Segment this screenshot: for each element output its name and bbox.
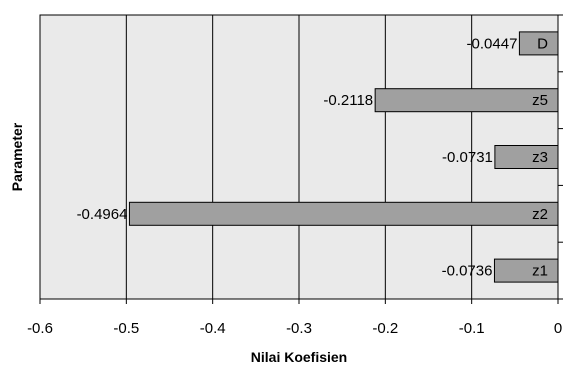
bar bbox=[493, 258, 559, 283]
data-label: -0.2118 bbox=[323, 92, 373, 109]
category-label: z1 bbox=[532, 263, 548, 280]
category-label: z2 bbox=[532, 206, 548, 223]
x-tick-label: -0.1 bbox=[459, 320, 485, 337]
data-label: -0.0731 bbox=[442, 149, 493, 166]
bar bbox=[374, 88, 559, 113]
x-tick-label: -0.4 bbox=[200, 320, 226, 337]
x-axis-title: Nilai Koefisien bbox=[251, 349, 347, 365]
bar bbox=[494, 145, 559, 169]
x-tick-label: -0.2 bbox=[372, 320, 398, 337]
data-label: -0.0736 bbox=[442, 263, 493, 280]
bar bbox=[518, 31, 559, 56]
gridlines bbox=[125, 15, 473, 299]
category-label: z5 bbox=[532, 92, 548, 109]
x-tick-label: -0.3 bbox=[286, 320, 312, 337]
y-axis-title: Parameter bbox=[9, 122, 25, 191]
bars: z1 -0.0736 z2 -0.4964 z3 -0.0731 z5 -0.2118 D -0.… bbox=[77, 31, 559, 283]
bar bbox=[128, 201, 559, 226]
category-label: D bbox=[537, 35, 548, 52]
x-tick-label: -0.5 bbox=[113, 320, 139, 337]
data-label: -0.0447 bbox=[467, 35, 518, 52]
y-axis-ticks bbox=[558, 14, 563, 300]
data-label: -0.4964 bbox=[77, 206, 128, 223]
x-axis-ticks: -0.6 -0.5 -0.4 -0.3 -0.2 -0.1 0 bbox=[27, 299, 562, 337]
category-label: z3 bbox=[532, 149, 548, 166]
x-tick-label: 0 bbox=[554, 320, 562, 337]
x-tick-label: -0.6 bbox=[27, 320, 53, 337]
